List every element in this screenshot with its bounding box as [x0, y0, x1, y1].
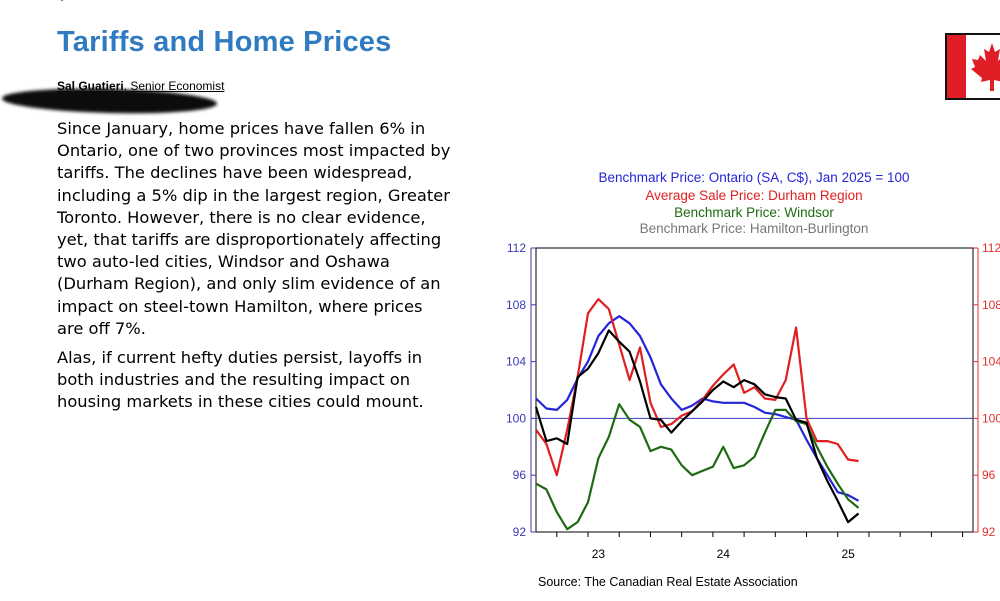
left-tick-label: 112 — [507, 241, 526, 255]
chart-source: Source: The Canadian Real Estate Associa… — [538, 575, 798, 589]
left-tick-label: 92 — [513, 525, 527, 539]
x-tick-label: 24 — [717, 547, 731, 561]
chart-title-line-2: Average Sale Price: Durham Region — [645, 188, 862, 203]
right-tick-label: 104 — [982, 355, 1000, 369]
chart-title: Benchmark Price: Ontario (SA, C$), Jan 2… — [598, 170, 909, 236]
right-tick-label: 96 — [982, 468, 996, 482]
left-tick-label: 104 — [506, 355, 526, 369]
article-body: Since January, home prices have fallen 6… — [57, 118, 452, 421]
series-line-windsor — [535, 403, 860, 531]
chart-title-line-4: Benchmark Price: Hamilton-Burlington — [640, 221, 869, 236]
canada-flag-icon — [945, 33, 1000, 100]
x-tick-label: 25 — [841, 547, 855, 561]
series-line-durham — [535, 298, 859, 477]
right-axis-ticks: 92 96 100 104 108 112 — [973, 241, 1000, 539]
series-line-hamilton — [534, 329, 860, 524]
page-title: Tariffs and Home Prices — [57, 26, 392, 58]
left-tick-label: 100 — [506, 411, 526, 425]
right-tick-label: 112 — [982, 241, 1000, 255]
author-role: , Senior Economist — [123, 79, 225, 93]
right-tick-label: 100 — [982, 411, 1000, 425]
x-tick-label: 23 — [592, 547, 606, 561]
right-tick-label: 92 — [982, 525, 996, 539]
body-paragraph-1: Since January, home prices have fallen 6… — [57, 119, 451, 338]
x-axis-ticks: 23 24 25 — [556, 532, 964, 561]
series-lines — [534, 298, 860, 531]
chart-title-line-1: Benchmark Price: Ontario (SA, C$), Jan 2… — [598, 170, 909, 185]
right-tick-label: 108 — [982, 298, 1000, 312]
plot-frame — [535, 247, 974, 533]
series-line-ontario — [535, 315, 860, 502]
left-tick-label: 96 — [513, 468, 527, 482]
left-axis-ticks: 92 96 100 104 108 112 — [506, 241, 536, 539]
body-paragraph-2: Alas, if current hefty duties persist, l… — [57, 348, 424, 412]
chart-title-line-3: Benchmark Price: Windsor — [674, 205, 834, 220]
left-tick-label: 108 — [506, 298, 526, 312]
